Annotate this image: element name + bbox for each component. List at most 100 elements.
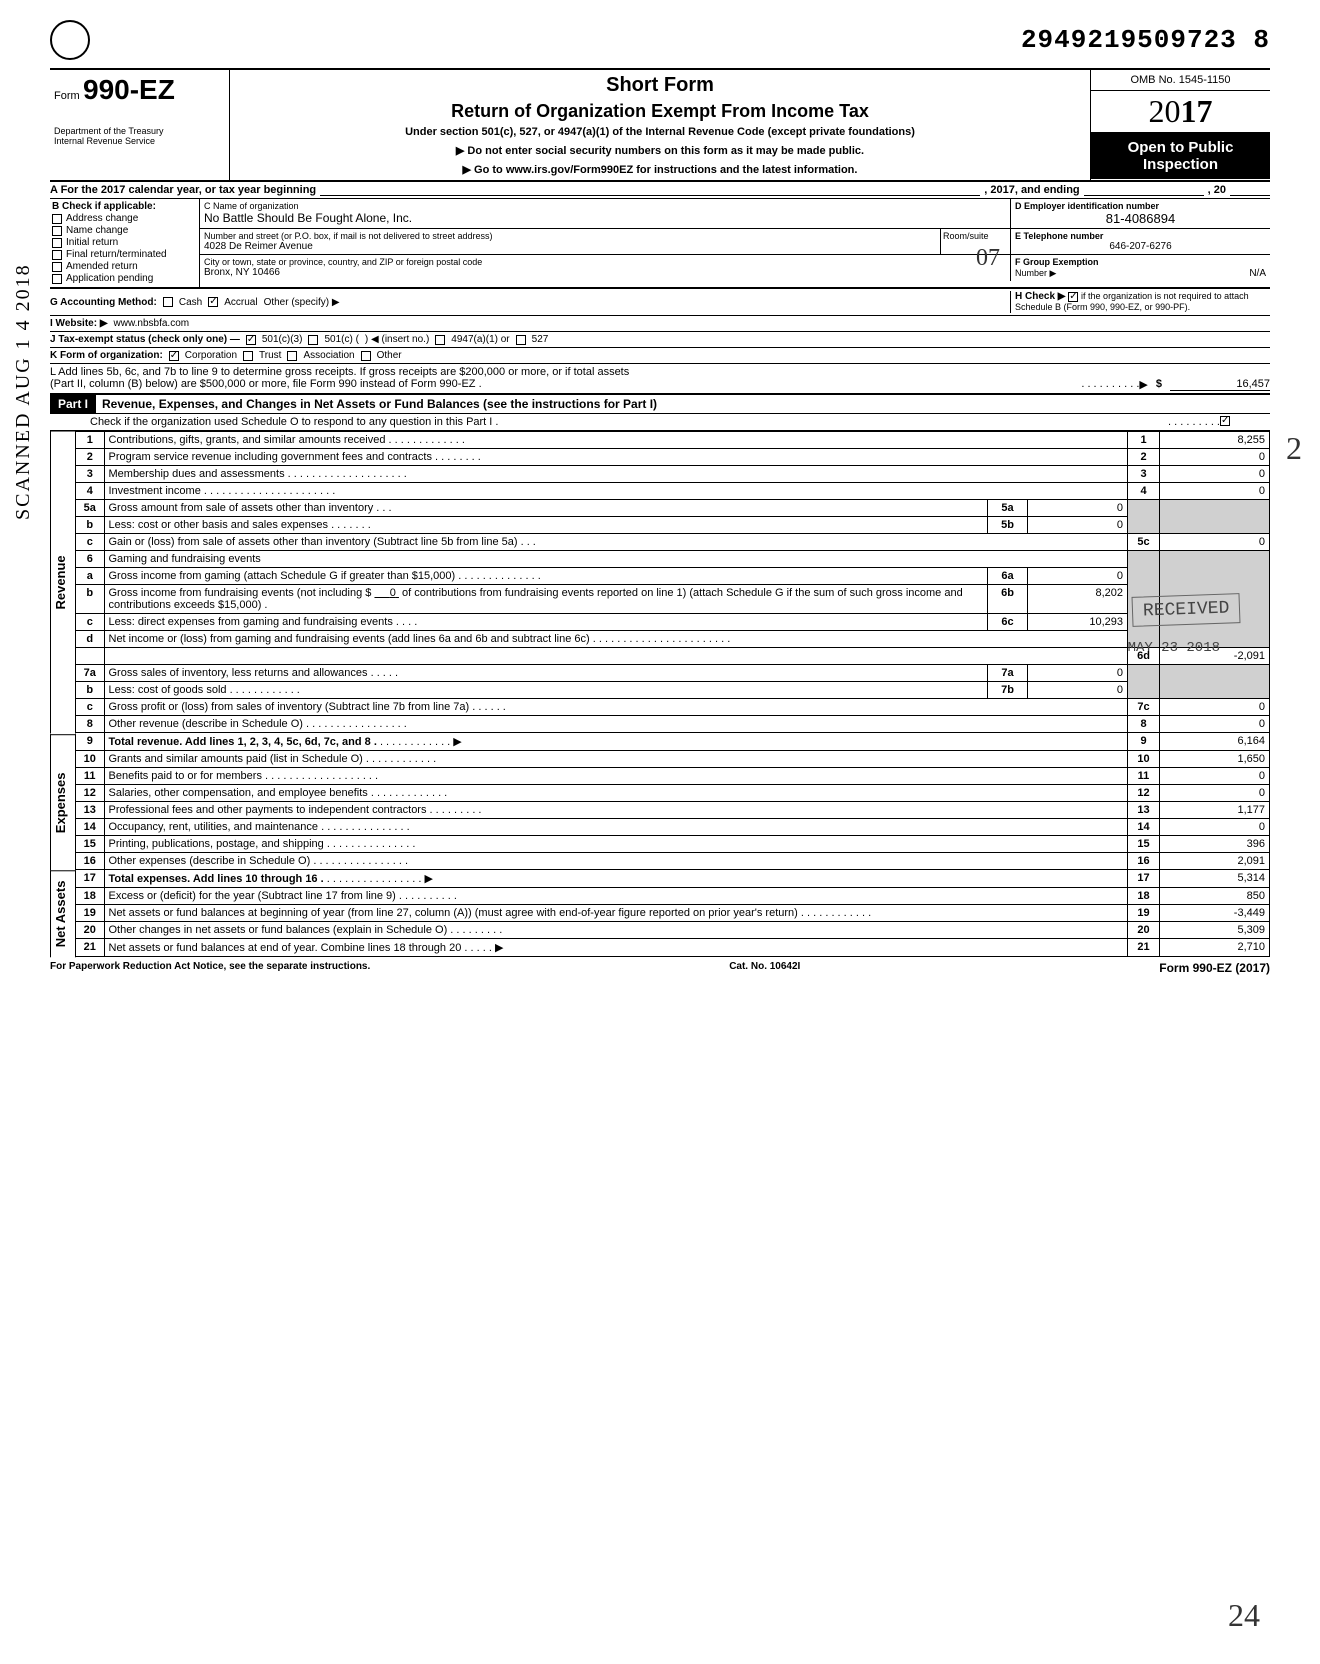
l-text-2: (Part II, column (B) below) are $500,000… [50, 378, 482, 391]
line-5c-amt: 0 [1160, 534, 1270, 551]
line-9-amt: 6,164 [1160, 733, 1270, 751]
dept-irs: Internal Revenue Service [54, 136, 225, 146]
line-12-amt: 0 [1160, 785, 1270, 802]
open-public-1: Open to Public [1097, 139, 1264, 156]
g-label: G Accounting Method: [50, 297, 157, 308]
cb-initial-return[interactable] [52, 238, 62, 248]
j-label: J Tax-exempt status (check only one) — [50, 334, 240, 345]
open-public-2: Inspection [1097, 156, 1264, 173]
cb-address-change[interactable] [52, 214, 62, 224]
footer-left: For Paperwork Reduction Act Notice, see … [50, 961, 370, 975]
form-prefix: Form [54, 90, 80, 102]
form-number: 990-EZ [83, 74, 175, 105]
return-title: Return of Organization Exempt From Incom… [238, 101, 1082, 122]
cb-trust[interactable] [243, 351, 253, 361]
line-1-amt: 8,255 [1160, 432, 1270, 449]
subtitle: Under section 501(c), 527, or 4947(a)(1)… [238, 126, 1082, 138]
line-7a-mid: 0 [1028, 665, 1128, 682]
city-label: City or town, state or province, country… [204, 257, 1006, 267]
f-value: N/A [1249, 268, 1266, 279]
line-13-amt: 1,177 [1160, 802, 1270, 819]
l-amount: 16,457 [1170, 378, 1270, 391]
cb-527[interactable] [516, 335, 526, 345]
line-17-amt: 5,314 [1160, 870, 1270, 888]
line-21-amt: 2,710 [1160, 939, 1270, 957]
side-netassets: Net Assets [50, 870, 76, 957]
dln-number: 2949219509723 8 [1021, 25, 1270, 55]
handwrite-24: 24 [1228, 1597, 1260, 1634]
cb-corporation[interactable] [169, 351, 179, 361]
cb-accrual[interactable] [208, 297, 218, 307]
cb-schedule-o[interactable] [1220, 416, 1230, 426]
h-label: H Check ▶ [1015, 291, 1065, 302]
footer-mid: Cat. No. 10642I [729, 961, 800, 975]
line-11-amt: 0 [1160, 768, 1270, 785]
side-revenue: Revenue [50, 431, 76, 734]
cb-other-org[interactable] [361, 351, 371, 361]
line-5b-mid: 0 [1028, 517, 1128, 534]
line-20-amt: 5,309 [1160, 922, 1270, 939]
f-label: F Group Exemption [1015, 257, 1099, 267]
form-header: Form 990-EZ Department of the Treasury I… [50, 68, 1270, 182]
line-6a-mid: 0 [1028, 568, 1128, 585]
handwrite-07: 07 [976, 245, 1000, 272]
c-label: C Name of organization [204, 201, 1006, 211]
dept-treasury: Department of the Treasury [54, 126, 225, 136]
omb-number: OMB No. 1545-1150 [1091, 70, 1270, 91]
received-date-stamp: MAY 23 2018 [1128, 640, 1220, 656]
part-1-label: Part I [50, 395, 96, 413]
cb-cash[interactable] [163, 297, 173, 307]
phone-value: 646-207-6276 [1015, 241, 1266, 252]
line-2-amt: 0 [1160, 449, 1270, 466]
cb-501c3[interactable] [246, 335, 256, 345]
line-18-amt: 850 [1160, 888, 1270, 905]
line-5a-mid: 0 [1028, 500, 1128, 517]
line-7b-mid: 0 [1028, 682, 1128, 699]
cb-501c[interactable] [308, 335, 318, 345]
org-name: No Battle Should Be Fought Alone, Inc. [204, 211, 1006, 225]
k-label: K Form of organization: [50, 350, 163, 361]
received-stamp: RECEIVED [1131, 593, 1240, 627]
lines-table: 1Contributions, gifts, grants, and simil… [76, 431, 1270, 648]
cb-schedule-b[interactable] [1068, 292, 1078, 302]
d-label: D Employer identification number [1015, 201, 1266, 211]
instr-ssn: ▶ Do not enter social security numbers o… [238, 144, 1082, 157]
column-b-checkboxes: B Check if applicable: Address change Na… [50, 199, 200, 287]
line-19-amt: -3,449 [1160, 905, 1270, 922]
city-value: Bronx, NY 10466 [204, 267, 1006, 278]
e-label: E Telephone number [1015, 231, 1266, 241]
scanned-stamp: SCANNED AUG 1 4 2018 [12, 263, 35, 520]
side-expenses: Expenses [50, 734, 76, 870]
row-a: A For the 2017 calendar year, or tax yea… [50, 182, 1270, 199]
instr-url: ▶ Go to www.irs.gov/Form990EZ for instru… [238, 163, 1082, 176]
cb-final-return[interactable] [52, 250, 62, 260]
part-1-check-line: Check if the organization used Schedule … [90, 416, 498, 428]
f-label-2: Number ▶ [1015, 268, 1056, 278]
ein-value: 81-4086894 [1015, 211, 1266, 226]
l-text-1: L Add lines 5b, 6c, and 7b to line 9 to … [50, 366, 1270, 378]
cb-association[interactable] [287, 351, 297, 361]
short-form-title: Short Form [238, 74, 1082, 97]
footer-right: Form 990-EZ (2017) [1159, 961, 1270, 975]
cb-4947[interactable] [435, 335, 445, 345]
line-7c-amt: 0 [1160, 699, 1270, 716]
line-6c-mid: 10,293 [1028, 614, 1128, 631]
website-value: www.nbsbfa.com [114, 318, 190, 329]
cb-name-change[interactable] [52, 226, 62, 236]
cb-application-pending[interactable] [52, 274, 62, 284]
line-6b-mid: 8,202 [1028, 585, 1128, 614]
line-8-amt: 0 [1160, 716, 1270, 733]
line-3-amt: 0 [1160, 466, 1270, 483]
addr-label: Number and street (or P.O. box, if mail … [204, 231, 936, 241]
cb-amended-return[interactable] [52, 262, 62, 272]
line-16-amt: 2,091 [1160, 853, 1270, 870]
part-1-title: Revenue, Expenses, and Changes in Net As… [96, 395, 1270, 413]
line-10-amt: 1,650 [1160, 751, 1270, 768]
line-4-amt: 0 [1160, 483, 1270, 500]
handwrite-2: 2 [1286, 430, 1302, 467]
street-address: 4028 De Reimer Avenue [204, 241, 936, 252]
line-15-amt: 396 [1160, 836, 1270, 853]
i-label: I Website: ▶ [50, 318, 108, 329]
line-14-amt: 0 [1160, 819, 1270, 836]
tax-year: 2017 [1091, 91, 1270, 133]
